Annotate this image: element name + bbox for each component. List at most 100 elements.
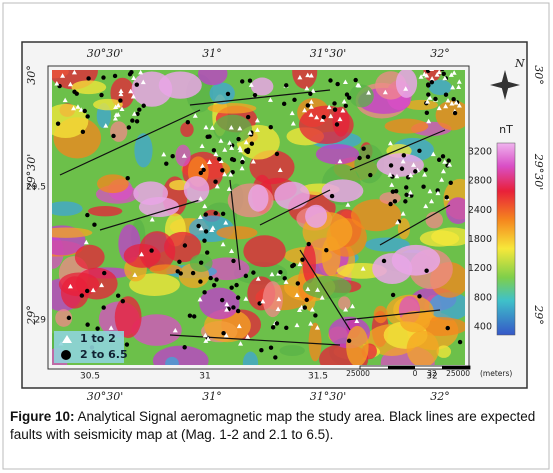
event-dot	[328, 78, 333, 83]
colorbar-label: 1800	[468, 234, 492, 245]
event-triangle	[118, 91, 124, 97]
inner-lon-label: 31.5	[308, 372, 328, 382]
anomaly	[207, 103, 257, 114]
event-triangle	[237, 125, 243, 131]
event-dot	[203, 229, 209, 234]
event-triangle	[224, 307, 230, 312]
caption: Figure 10: Analytical Signal aeromagneti…	[10, 408, 544, 444]
event-triangle	[283, 279, 289, 284]
event-dot	[444, 195, 449, 200]
anomaly	[384, 118, 429, 134]
scale-bar-segment	[388, 366, 415, 369]
event-dot	[213, 211, 218, 216]
event-triangle	[310, 88, 316, 93]
event-dot	[205, 134, 210, 139]
anomaly	[435, 100, 465, 131]
inner-lon-label: 31	[199, 372, 210, 382]
fault-line	[99, 199, 201, 231]
colorbar-label: 1200	[468, 263, 492, 274]
event-dot	[85, 212, 90, 218]
event-triangle	[243, 296, 249, 301]
event-triangle	[62, 97, 68, 103]
event-dot	[251, 270, 256, 275]
event-triangle	[421, 71, 427, 77]
lat-label: 29°30'	[25, 154, 38, 192]
event-dot	[202, 238, 207, 243]
fault-line	[229, 179, 241, 271]
event-dot	[85, 114, 90, 119]
event-dot	[231, 258, 236, 264]
event-triangle	[60, 73, 66, 78]
event-triangle	[448, 72, 454, 77]
event-triangle	[345, 202, 351, 207]
anomaly	[52, 103, 89, 139]
event-dot	[335, 81, 340, 87]
event-dot	[445, 325, 450, 331]
event-dot	[182, 345, 187, 350]
event-triangle	[389, 182, 395, 187]
event-triangle	[119, 106, 125, 111]
event-dot	[429, 80, 435, 85]
event-dot	[381, 258, 387, 264]
event-triangle	[103, 123, 109, 128]
event-triangle	[199, 163, 205, 169]
lon-label: 32°	[430, 390, 450, 403]
event-dot	[424, 110, 430, 115]
event-triangle	[427, 95, 433, 100]
event-triangle	[337, 158, 343, 164]
fault-line	[344, 309, 441, 321]
event-dot	[120, 298, 126, 304]
event-dot	[268, 345, 274, 350]
high-anomaly	[250, 77, 274, 96]
fault-line	[299, 249, 351, 331]
lat-label: 29°30'	[532, 153, 545, 191]
scale-bar	[359, 365, 471, 370]
event-dot	[240, 159, 245, 165]
event-triangle	[250, 159, 256, 164]
event-triangle	[83, 239, 89, 245]
event-dot	[291, 262, 297, 268]
inner-lat-label: 29	[35, 316, 47, 326]
event-triangle	[429, 70, 435, 71]
event-dot	[92, 222, 97, 227]
event-dot	[211, 282, 217, 288]
event-triangle	[138, 70, 144, 75]
event-triangle	[453, 100, 459, 105]
event-dot	[284, 325, 289, 331]
event-triangle	[436, 105, 442, 111]
event-triangle	[205, 336, 211, 341]
fault-line	[169, 334, 341, 346]
event-dot	[85, 322, 90, 327]
anomaly	[180, 122, 194, 138]
event-dot	[282, 276, 287, 281]
anomaly	[243, 235, 286, 268]
event-triangle	[319, 295, 325, 300]
event-dot	[221, 331, 226, 336]
event-dot	[243, 273, 249, 279]
event-dot	[187, 313, 193, 318]
fault-line	[59, 109, 201, 176]
anomaly	[308, 322, 322, 362]
event-triangle	[395, 219, 401, 225]
event-dot	[268, 125, 273, 130]
event-dot	[82, 108, 87, 114]
event-dot	[149, 248, 154, 253]
high-anomaly	[376, 153, 424, 177]
event-triangle	[275, 306, 281, 311]
event-dot	[388, 201, 393, 207]
anomaly	[302, 275, 352, 299]
event-dot	[66, 315, 72, 321]
event-dot	[205, 250, 210, 255]
event-dot	[229, 285, 234, 290]
event-dot	[84, 288, 90, 294]
event-dot	[451, 97, 456, 102]
event-dot	[257, 301, 262, 306]
event-dot	[202, 290, 207, 295]
event-dot	[424, 268, 429, 273]
event-dot	[115, 293, 121, 298]
anomaly	[406, 330, 439, 365]
event-triangle	[202, 332, 208, 338]
event-triangle	[341, 99, 347, 104]
event-triangle	[308, 104, 314, 109]
